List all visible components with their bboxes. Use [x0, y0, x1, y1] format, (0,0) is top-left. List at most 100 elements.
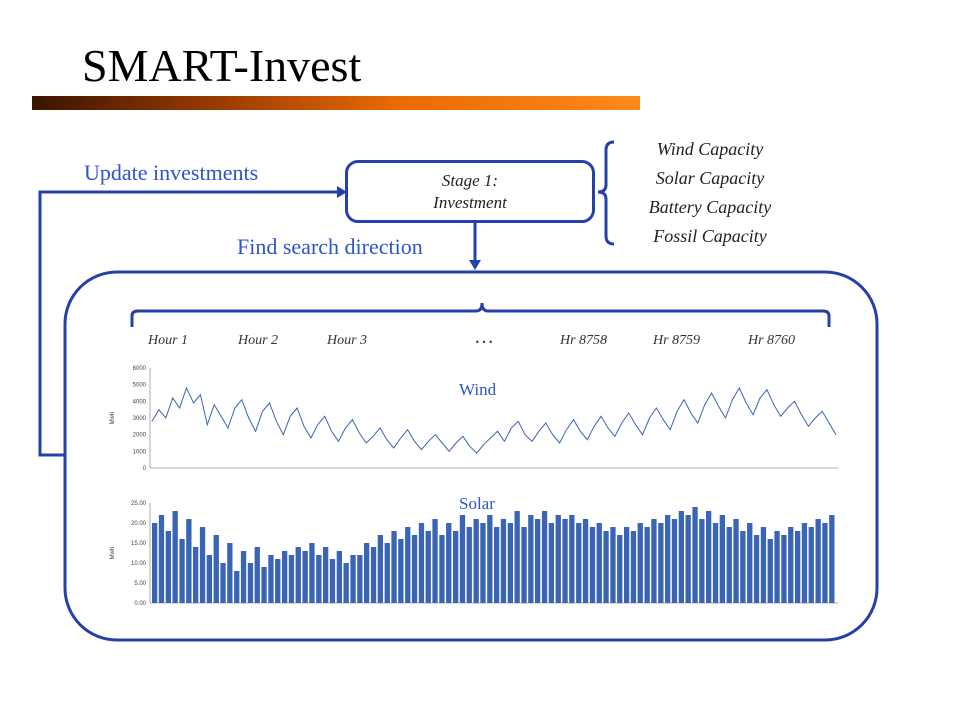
solar-bar	[377, 535, 383, 603]
solar-bar	[521, 527, 527, 603]
solar-bar	[158, 515, 165, 603]
solar-bar	[220, 563, 226, 603]
slide-title: SMART-Invest	[82, 40, 362, 91]
solar-bar	[548, 523, 554, 603]
solar-bar	[671, 519, 678, 603]
solar-bar	[692, 507, 698, 603]
solar-bar	[617, 535, 623, 603]
hour-8759-label: Hr 8759	[653, 333, 701, 348]
solar-bar	[569, 515, 575, 603]
solar-bar	[535, 519, 541, 603]
solar-bar	[384, 543, 390, 603]
solar-bar	[364, 543, 370, 603]
y-tick-label: 6000	[133, 366, 147, 372]
solar-bar	[398, 539, 404, 603]
solar-bar	[514, 511, 520, 603]
solar-bar	[391, 531, 397, 603]
solar-bar	[199, 527, 206, 603]
solar-bar	[767, 539, 773, 603]
solar-bar	[234, 571, 240, 603]
title-underline-bar	[32, 96, 640, 110]
solar-bar	[179, 539, 185, 603]
solar-bar	[644, 527, 650, 603]
solar-bar	[712, 523, 719, 603]
solar-bar	[309, 543, 315, 603]
capacity-bracket	[597, 140, 615, 246]
solar-chart: 25.00 20.00 15.00 10.00 5.00 0.00 Mwh	[110, 501, 838, 607]
solar-bar	[829, 515, 835, 603]
solar-bar	[562, 519, 568, 603]
y-tick-label: 4000	[133, 399, 147, 405]
wind-chart: 6000 5000 4000 3000 2000 1000 0 Mwh	[110, 366, 838, 472]
solar-bar	[323, 547, 329, 603]
capacity-list: Wind Capacity Solar Capacity Battery Cap…	[605, 135, 815, 251]
solar-bar	[596, 523, 602, 603]
y-tick-label: 20.00	[131, 521, 147, 527]
solar-bar	[411, 535, 418, 603]
solar-bar	[295, 547, 301, 603]
solar-bar	[165, 531, 171, 603]
solar-bar	[589, 527, 596, 603]
solar-bar	[466, 527, 472, 603]
solar-bar	[685, 515, 691, 603]
solar-bar	[610, 527, 616, 603]
solar-bar	[206, 555, 212, 603]
solar-bar	[603, 531, 609, 603]
hours-bracket	[130, 302, 831, 327]
solar-bar	[726, 527, 732, 603]
solar-bar	[418, 523, 425, 603]
solar-bar	[808, 527, 814, 603]
solar-bar	[247, 563, 254, 603]
hour-2-label: Hour 2	[238, 333, 279, 348]
solar-bar	[336, 551, 342, 603]
solar-chart-title: Solar	[459, 494, 495, 513]
solar-bar	[624, 527, 630, 603]
update-investments-label: Update investments	[84, 160, 259, 185]
solar-bar	[822, 523, 828, 603]
solar-bar	[706, 511, 712, 603]
capacity-item: Wind Capacity	[656, 139, 764, 159]
hours-ellipsis: …	[474, 326, 494, 348]
solar-bar	[227, 543, 233, 603]
solar-bar	[288, 555, 295, 603]
solar-bar	[425, 531, 431, 603]
find-search-direction-label: Find search direction	[237, 234, 423, 259]
solar-bar	[446, 523, 452, 603]
solar-bar	[453, 531, 459, 603]
solar-bar	[370, 547, 377, 603]
solar-bar	[329, 559, 336, 603]
solar-bar	[699, 519, 705, 603]
y-tick-label: 25.00	[131, 501, 147, 507]
solar-bar	[582, 519, 589, 603]
solar-bar	[193, 547, 199, 603]
solar-bar	[678, 511, 684, 603]
y-tick-label: 10.00	[131, 561, 147, 567]
y-tick-label: 15.00	[131, 541, 147, 547]
y-tick-label: 2000	[133, 433, 147, 439]
solar-bar	[240, 551, 247, 603]
solar-bar	[719, 515, 725, 603]
solar-bar	[405, 527, 411, 603]
capacity-item: Fossil Capacity	[653, 226, 767, 246]
solar-bar	[795, 531, 801, 603]
solar-bar	[788, 527, 794, 603]
y-axis-label: Mwh	[110, 547, 116, 560]
solar-bar	[268, 555, 274, 603]
solar-bar	[432, 519, 438, 603]
solar-bar	[528, 515, 534, 603]
solar-bar	[302, 551, 308, 603]
capacity-item: Battery Capacity	[648, 197, 772, 217]
search-direction-arrow-head	[469, 260, 481, 270]
hour-3-label: Hour 3	[327, 333, 368, 348]
y-tick-label: 0.00	[134, 601, 146, 607]
solar-bar	[658, 523, 664, 603]
solar-bar	[500, 519, 507, 603]
y-tick-label: 3000	[133, 416, 147, 422]
solar-bar	[152, 523, 158, 603]
solar-bar	[261, 567, 267, 603]
hour-8760-label: Hr 8760	[748, 333, 796, 348]
solar-bar	[747, 523, 753, 603]
solar-bar	[343, 563, 349, 603]
solar-bar	[630, 531, 637, 603]
